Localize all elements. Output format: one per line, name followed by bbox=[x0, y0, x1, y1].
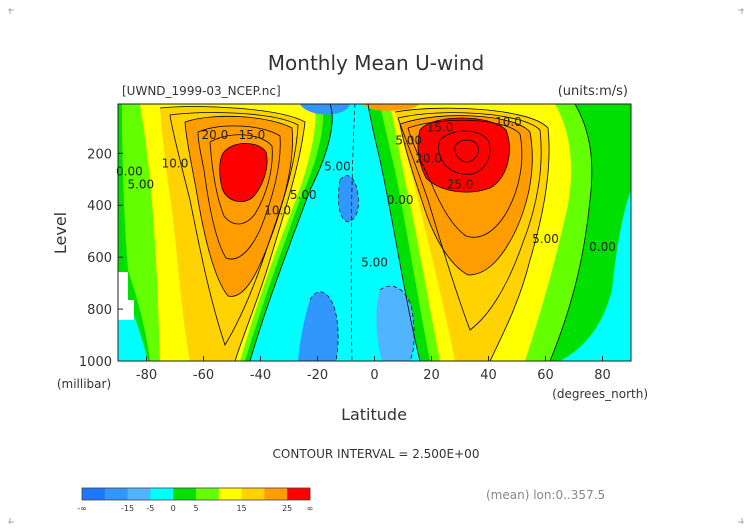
colorbar-swatch bbox=[127, 488, 151, 500]
band-blue-mid bbox=[338, 175, 359, 222]
colorbar: -∞ -15 -5 0 5 15 25 ∞ bbox=[77, 487, 314, 513]
colorbar-swatch bbox=[82, 488, 106, 500]
crop-mark-top-right bbox=[738, 8, 744, 14]
band-blue-bottom bbox=[298, 291, 339, 361]
contour-fill-area bbox=[118, 104, 631, 361]
contour-label: 20.0 bbox=[202, 128, 229, 142]
colorbar-frame bbox=[81, 487, 311, 501]
x-tick-label: 60 bbox=[537, 368, 554, 383]
contour-label: 10.0 bbox=[264, 203, 291, 217]
x-tick-label: -60 bbox=[193, 368, 214, 383]
missing-data-patch bbox=[118, 272, 134, 320]
colorbar-label: -15 bbox=[121, 504, 134, 513]
colorbar-label: 5 bbox=[193, 504, 198, 513]
colorbar-label: -5 bbox=[146, 504, 154, 513]
contour-interval-text: CONTOUR INTERVAL = 2.500E+00 bbox=[273, 447, 480, 461]
crop-mark-top-left bbox=[8, 8, 14, 14]
contour-lines bbox=[159, 104, 593, 361]
negative-contour-lines bbox=[309, 104, 415, 361]
x-axis-unit: (degrees_north) bbox=[552, 387, 648, 401]
contour-label: 25.0 bbox=[447, 177, 474, 191]
band-orange-top bbox=[362, 104, 420, 111]
x-tick-label: 80 bbox=[594, 368, 611, 383]
contour-label: 0.00 bbox=[116, 164, 143, 178]
colorbar-label: 25 bbox=[282, 504, 292, 513]
colorbar-swatch bbox=[150, 488, 174, 500]
colorbar-swatch bbox=[173, 488, 197, 500]
colorbar-swatch bbox=[241, 488, 265, 500]
contour-label: 0.00 bbox=[589, 240, 616, 254]
crop-mark-bottom-left bbox=[8, 518, 14, 524]
band-red-left bbox=[219, 143, 268, 202]
x-tick-label: 40 bbox=[480, 368, 497, 383]
x-tick-label: -80 bbox=[136, 368, 157, 383]
band-red-right bbox=[418, 118, 510, 193]
dataset-label: [UWND_1999-03_NCEP.nc] bbox=[122, 84, 281, 98]
footer-note: (mean) lon:0..357.5 bbox=[486, 488, 605, 502]
contour-label: 15.0 bbox=[239, 128, 266, 142]
y-axis-unit: (millibar) bbox=[57, 377, 111, 391]
contour-label: 5.00 bbox=[361, 255, 388, 269]
y-tick-label: 600 bbox=[87, 251, 112, 266]
x-tick-label: -20 bbox=[307, 368, 328, 383]
contour-label: 10.0 bbox=[495, 115, 522, 129]
colorbar-swatch bbox=[264, 488, 288, 500]
contour-label: 10.0 bbox=[162, 157, 189, 171]
contour-label: 5.00 bbox=[395, 133, 422, 147]
y-tick-label: 200 bbox=[87, 147, 112, 162]
contour-label: 5.00 bbox=[324, 159, 351, 173]
axes-group: -80 -60 -40 -20 0 20 40 60 80 200 400 600 800 1000 bbox=[79, 147, 611, 383]
y-tick-label: 800 bbox=[87, 303, 112, 318]
x-axis-label: Latitude bbox=[341, 405, 407, 424]
colorbar-label: -∞ bbox=[77, 504, 87, 513]
contour-label: 5.00 bbox=[290, 188, 317, 202]
crop-mark-bottom-right bbox=[738, 518, 744, 524]
colorbar-swatch bbox=[287, 488, 311, 500]
band-blue-right bbox=[376, 286, 415, 361]
colorbar-swatch bbox=[104, 488, 129, 500]
y-axis-label: Level bbox=[51, 212, 70, 254]
x-tick-label: 20 bbox=[423, 368, 440, 383]
contour-label: 5.00 bbox=[532, 232, 559, 246]
contour-labels-group: 20.0 15.010.00.005.0010.05.005.005.0015.0… bbox=[116, 115, 616, 269]
colorbar-label: 0 bbox=[171, 504, 176, 513]
colorbar-swatch bbox=[196, 488, 220, 500]
chart-title: Monthly Mean U-wind bbox=[268, 51, 484, 75]
colorbar-swatch bbox=[218, 488, 243, 500]
contour-label: 15.0 bbox=[427, 120, 454, 134]
band-blue-top bbox=[300, 104, 350, 115]
contour-label: 5.00 bbox=[127, 177, 154, 191]
colorbar-label: ∞ bbox=[307, 504, 314, 513]
contour-label: 20.0 bbox=[415, 152, 442, 166]
y-tick-label: 1000 bbox=[79, 355, 112, 370]
units-label: (units:m/s) bbox=[558, 84, 628, 99]
y-tick-label: 400 bbox=[87, 199, 112, 214]
x-tick-label: -40 bbox=[250, 368, 271, 383]
x-tick-label: 0 bbox=[370, 368, 378, 383]
contour-label: 0.00 bbox=[387, 193, 414, 207]
colorbar-label: 15 bbox=[237, 504, 247, 513]
